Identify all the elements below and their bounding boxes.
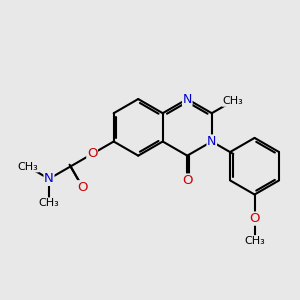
Text: N: N: [183, 92, 192, 106]
Text: N: N: [44, 172, 54, 185]
Text: CH₃: CH₃: [39, 198, 59, 208]
Text: O: O: [182, 174, 193, 187]
Text: N: N: [207, 135, 217, 148]
Text: O: O: [87, 148, 98, 160]
Text: CH₃: CH₃: [222, 96, 243, 106]
Text: CH₃: CH₃: [244, 236, 265, 246]
Text: CH₃: CH₃: [18, 162, 38, 172]
Text: O: O: [77, 181, 88, 194]
Text: O: O: [249, 212, 260, 225]
